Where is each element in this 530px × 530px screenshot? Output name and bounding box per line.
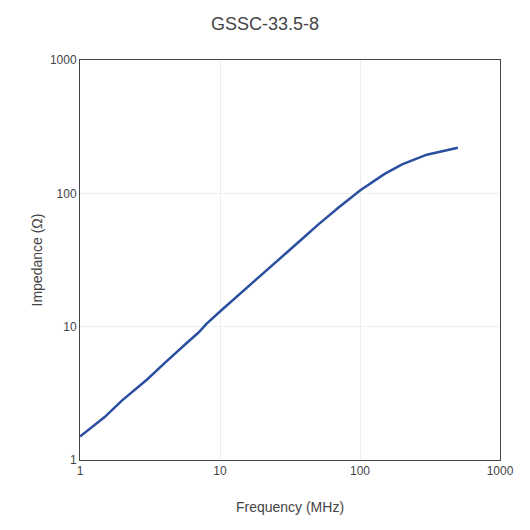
svg-text:10: 10	[213, 464, 227, 478]
svg-text:GSSC-33.5-8: GSSC-33.5-8	[211, 14, 319, 34]
svg-text:10: 10	[63, 320, 77, 334]
svg-text:1000: 1000	[487, 464, 514, 478]
svg-text:100: 100	[57, 187, 77, 201]
svg-text:1000: 1000	[50, 53, 77, 67]
svg-text:1: 1	[70, 453, 77, 467]
svg-text:Frequency (MHz): Frequency (MHz)	[236, 499, 344, 515]
svg-text:100: 100	[350, 464, 370, 478]
svg-text:Impedance (Ω): Impedance (Ω)	[29, 214, 45, 307]
svg-text:1: 1	[77, 464, 84, 478]
